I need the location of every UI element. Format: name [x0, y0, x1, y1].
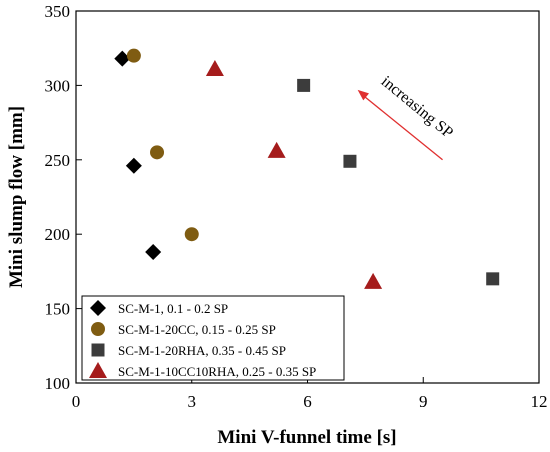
legend-label: SC-M-1-20CC, 0.15 - 0.25 SP	[118, 322, 276, 337]
annotation-arrow-head	[357, 89, 370, 101]
annotation-text: increasing SP	[378, 73, 456, 142]
data-point-triangle	[267, 141, 286, 158]
legend-marker-square	[91, 343, 105, 357]
axis-ticks: 0 3 6 9 12 100 150 200 250 300 350	[45, 2, 548, 411]
data-point-square	[486, 272, 500, 286]
data-point-triangle	[364, 272, 383, 289]
y-tick-label: 350	[45, 2, 71, 21]
data-point-square	[343, 154, 357, 168]
x-tick-label: 0	[72, 392, 81, 411]
legend-label: SC-M-1, 0.1 - 0.2 SP	[118, 301, 228, 316]
legend-label: SC-M-1-10CC10RHA, 0.25 - 0.35 SP	[118, 364, 316, 379]
x-tick-label: 6	[303, 392, 312, 411]
data-point-circle	[184, 227, 199, 242]
legend-box	[81, 295, 345, 381]
data-point-diamond	[114, 50, 131, 67]
y-tick-label: 200	[45, 225, 71, 244]
data-point-square	[297, 78, 311, 92]
y-tick-label: 150	[45, 300, 71, 319]
x-tick-label: 3	[188, 392, 197, 411]
data-point-diamond	[125, 157, 142, 174]
legend-marker-diamond	[90, 300, 106, 316]
annotation: increasing SP	[357, 73, 456, 161]
legend-label: SC-M-1-20RHA, 0.35 - 0.45 SP	[118, 343, 286, 358]
x-tick-label: 9	[419, 392, 428, 411]
legend-marker-triangle	[89, 362, 107, 378]
legend: SC-M-1, 0.1 - 0.2 SP SC-M-1-20CC, 0.15 - …	[81, 295, 345, 381]
data-point-triangle	[205, 60, 224, 77]
annotation-arrow-line	[363, 95, 443, 161]
legend-marker-circle	[91, 322, 105, 336]
x-axis-title: Mini V-funnel time [s]	[217, 427, 396, 448]
y-tick-label: 100	[45, 374, 71, 393]
y-axis-title: Mini slump flow [mm]	[6, 106, 27, 288]
data-marks	[114, 48, 500, 289]
y-tick-label: 250	[45, 151, 71, 170]
y-tick-label: 300	[45, 76, 71, 95]
data-point-circle	[150, 145, 165, 160]
data-point-diamond	[145, 244, 162, 261]
data-point-circle	[126, 48, 141, 63]
x-tick-label: 12	[531, 392, 548, 411]
